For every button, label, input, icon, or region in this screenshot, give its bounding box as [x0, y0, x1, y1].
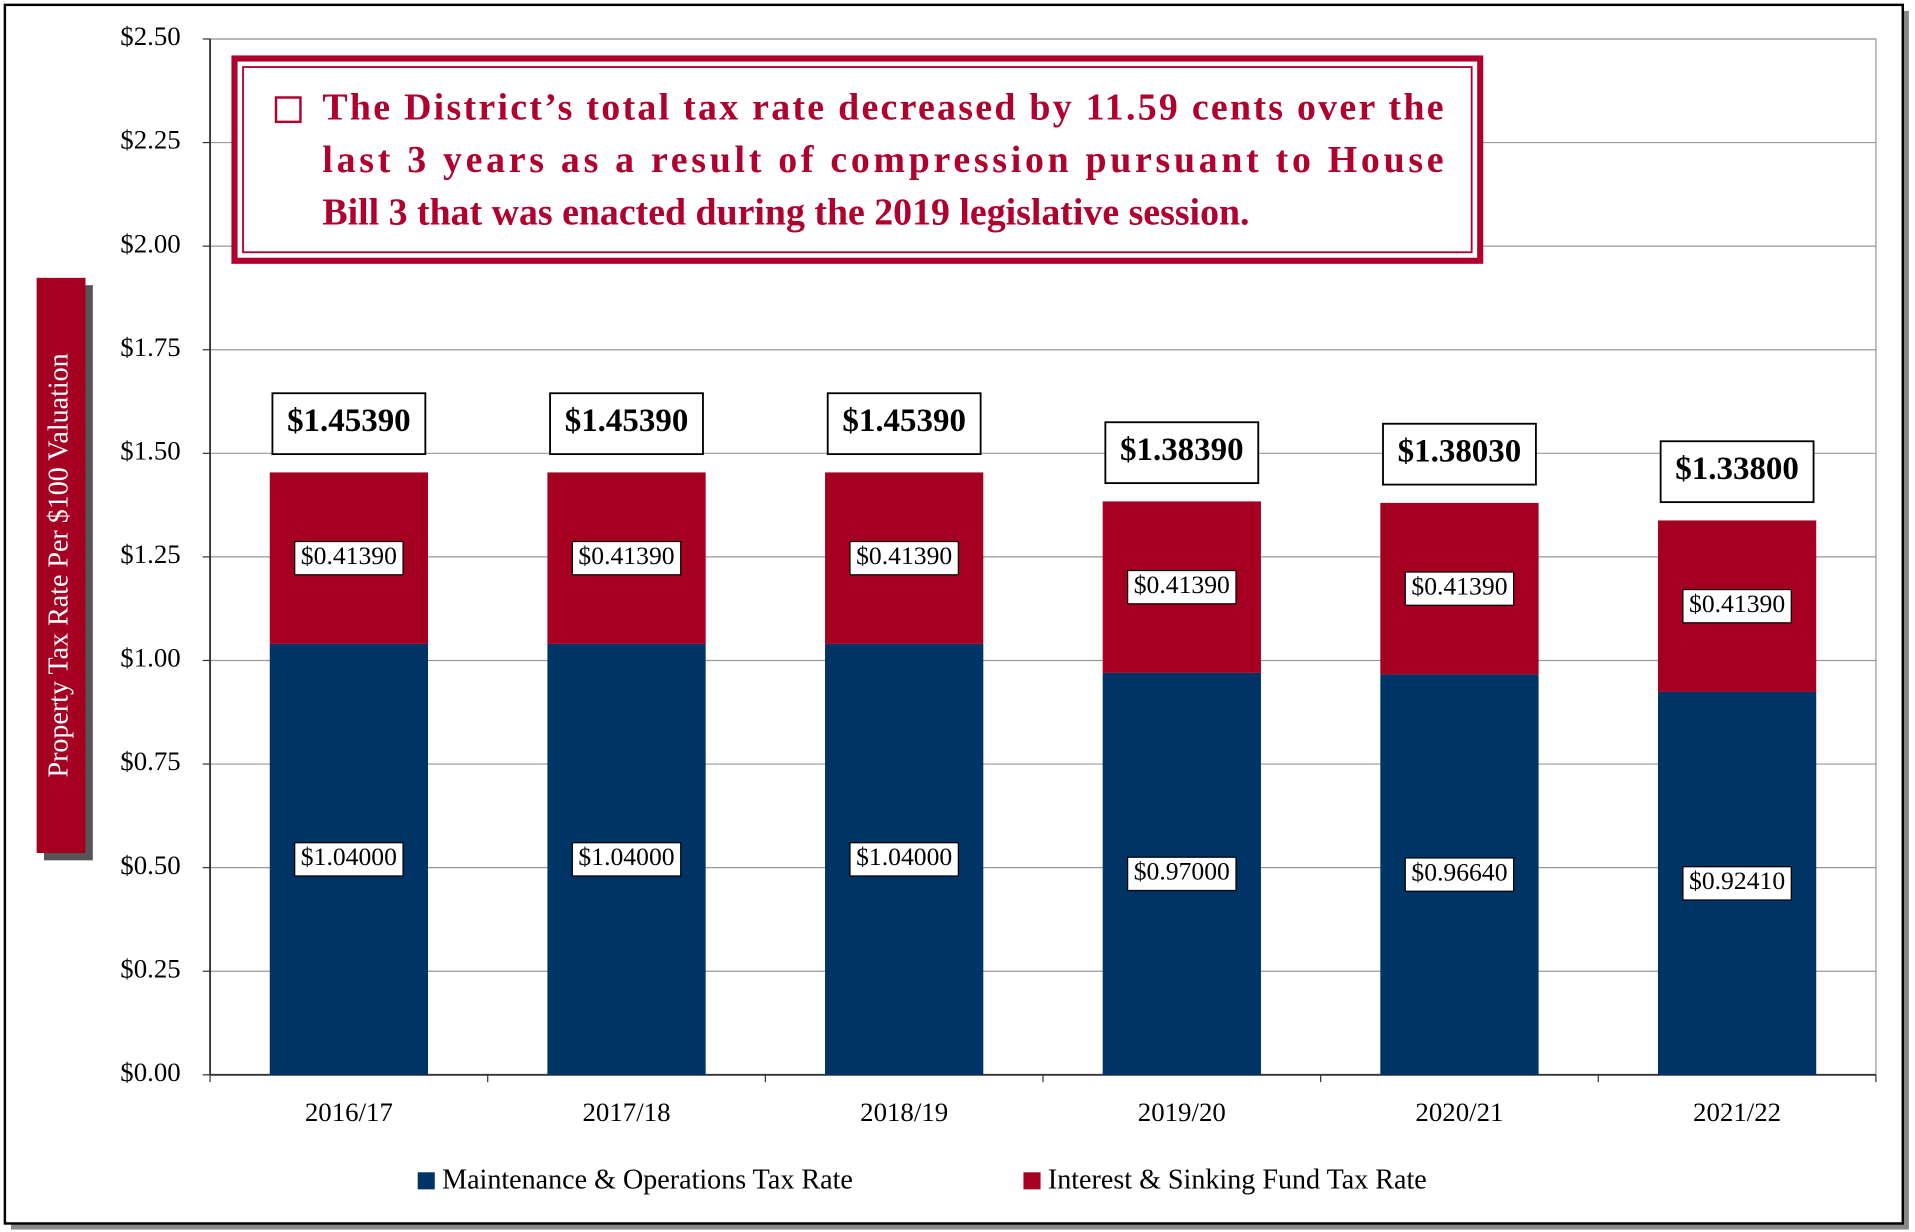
y-tick-label: $0.50 — [120, 850, 180, 880]
bullet-icon — [274, 96, 302, 124]
value-label: $0.41390 — [1411, 572, 1507, 601]
x-tick-label: 2020/21 — [1415, 1097, 1503, 1127]
total-label-group: $1.45390 — [826, 392, 982, 456]
legend-label: Interest & Sinking Fund Tax Rate — [1048, 1164, 1427, 1195]
value-label-box — [1682, 866, 1792, 901]
total-label-box — [1104, 421, 1260, 485]
value-label-group: $1.04000 — [571, 842, 682, 877]
total-label-group: $1.38030 — [1382, 422, 1537, 486]
value-label-box — [849, 540, 959, 576]
value-label: $1.04000 — [578, 842, 674, 871]
total-label-box — [1659, 440, 1815, 504]
value-label-box — [1127, 569, 1237, 605]
x-tick-label: 2018/19 — [860, 1097, 948, 1127]
value-label: $0.41390 — [301, 541, 397, 570]
total-label: $1.33800 — [1675, 451, 1799, 487]
value-label-box — [294, 540, 404, 576]
total-label: $1.38030 — [1398, 434, 1522, 470]
y-tick-label: $0.00 — [120, 1057, 180, 1087]
x-tick-label: 2019/20 — [1138, 1097, 1226, 1127]
total-label: $1.45390 — [565, 403, 689, 439]
value-label: $0.96640 — [1411, 857, 1507, 886]
legend-swatch — [1023, 1172, 1041, 1190]
value-label-box — [1404, 857, 1515, 892]
value-label-group: $1.04000 — [294, 842, 404, 877]
value-label: $0.41390 — [1134, 570, 1230, 599]
y-tick-label: $0.25 — [120, 953, 180, 983]
legend-label: Maintenance & Operations Tax Rate — [442, 1164, 853, 1195]
annotation-line: The District’s total tax rate decreased … — [322, 87, 1443, 129]
total-label: $1.45390 — [842, 403, 966, 439]
annotation-line: last 3 years as a result of compression … — [322, 139, 1443, 181]
value-label: $0.92410 — [1689, 866, 1785, 895]
value-label-box — [571, 842, 682, 877]
y-tick-label: $2.50 — [120, 21, 180, 51]
value-label-box — [849, 842, 959, 877]
value-label-group: $0.41390 — [849, 540, 959, 576]
total-label-group: $1.45390 — [549, 392, 704, 456]
annotation-inner-border — [242, 66, 1473, 254]
total-label-group: $1.45390 — [271, 392, 427, 456]
y-tick-label: $1.00 — [120, 643, 180, 673]
total-label: $1.45390 — [287, 403, 411, 439]
total-label: $1.38390 — [1120, 432, 1244, 468]
value-label: $1.04000 — [856, 842, 952, 871]
annotation-line: Bill 3 that was enacted during the 2019 … — [322, 191, 1249, 233]
total-label-group: $1.38390 — [1104, 421, 1260, 485]
value-label-box — [1127, 856, 1237, 892]
value-label: $0.97000 — [1134, 857, 1230, 886]
value-label-group: $0.41390 — [294, 540, 404, 576]
value-label-group: $0.96640 — [1404, 857, 1515, 892]
value-label-box — [1404, 571, 1515, 606]
total-label-box — [826, 392, 982, 456]
y-axis-label: Property Tax Rate Per $100 Valuation — [43, 353, 74, 777]
total-label-box — [271, 392, 427, 456]
value-label: $1.04000 — [301, 842, 397, 871]
total-label-box — [1382, 422, 1537, 486]
value-label-box — [571, 540, 682, 576]
value-label-group: $0.41390 — [1127, 569, 1237, 605]
value-label-group: $0.41390 — [1682, 588, 1792, 624]
value-label: $0.41390 — [1689, 589, 1785, 618]
y-tick-label: $1.25 — [120, 539, 180, 569]
total-label-group: $1.33800 — [1659, 440, 1815, 504]
x-tick-label: 2017/18 — [583, 1097, 671, 1127]
legend-swatch — [417, 1172, 435, 1190]
x-tick-label: 2021/22 — [1693, 1097, 1781, 1127]
x-tick-label: 2016/17 — [305, 1097, 393, 1127]
value-label-group: $0.41390 — [1404, 571, 1515, 606]
y-tick-label: $0.75 — [120, 746, 180, 776]
y-tick-label: $2.25 — [120, 125, 180, 155]
value-label-box — [294, 842, 404, 877]
y-tick-label: $1.50 — [120, 435, 180, 465]
y-label-box — [36, 277, 86, 854]
value-label: $0.41390 — [856, 541, 952, 570]
value-label: $0.41390 — [578, 541, 674, 570]
total-label-box — [549, 392, 704, 456]
y-tick-label: $2.00 — [120, 228, 180, 258]
value-label-group: $1.04000 — [849, 842, 959, 877]
value-label-group: $0.92410 — [1682, 866, 1792, 901]
annotation-box — [231, 55, 1484, 264]
y-tick-label: $1.75 — [120, 332, 180, 362]
value-label-box — [1682, 588, 1792, 624]
value-label-group: $0.41390 — [571, 540, 682, 576]
value-label-group: $0.97000 — [1127, 856, 1237, 892]
